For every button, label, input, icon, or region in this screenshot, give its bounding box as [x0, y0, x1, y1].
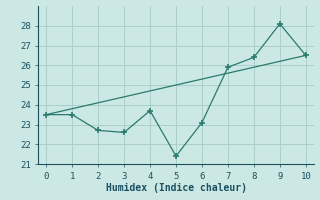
- X-axis label: Humidex (Indice chaleur): Humidex (Indice chaleur): [106, 183, 246, 193]
